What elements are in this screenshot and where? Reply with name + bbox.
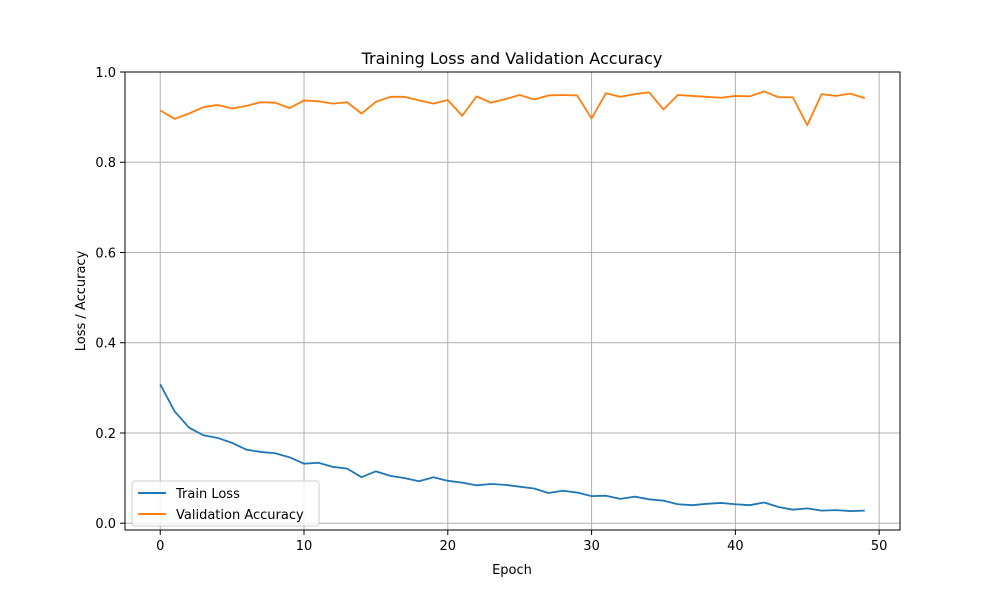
legend-label-validation-accuracy: Validation Accuracy <box>176 508 304 523</box>
x-tick-label: 40 <box>727 539 744 554</box>
y-tick-label: 0.0 <box>95 517 116 532</box>
series-line-validation-accuracy <box>159 90 866 127</box>
x-tick-label: 10 <box>296 539 313 554</box>
plot-frame <box>124 71 901 531</box>
x-axis: 0 10 20 30 40 50 <box>156 530 887 554</box>
x-tick-label: 30 <box>583 539 600 554</box>
series-line-train-loss <box>159 383 865 512</box>
y-tick-label: 1.0 <box>95 66 116 81</box>
legend-label-train-loss: Train Loss <box>175 487 240 502</box>
y-axis: 0.0 0.2 0.4 0.6 0.8 1.0 <box>95 66 125 532</box>
x-tick-label: 20 <box>440 539 457 554</box>
x-tick-label: 50 <box>871 539 888 554</box>
y-tick-label: 0.8 <box>95 156 116 171</box>
y-tick-label: 0.4 <box>95 337 116 352</box>
x-axis-label: Epoch <box>492 563 532 578</box>
grid <box>125 71 900 530</box>
y-axis-label: Loss / Accuracy <box>74 250 89 351</box>
x-tick-label: 0 <box>156 539 164 554</box>
chart-title: Training Loss and Validation Accuracy <box>361 49 663 68</box>
y-tick-label: 0.6 <box>95 246 116 261</box>
series-layer <box>159 90 866 512</box>
y-tick-label: 0.2 <box>95 427 116 442</box>
legend: Train Loss Validation Accuracy <box>131 480 320 527</box>
legend-box <box>131 480 320 527</box>
